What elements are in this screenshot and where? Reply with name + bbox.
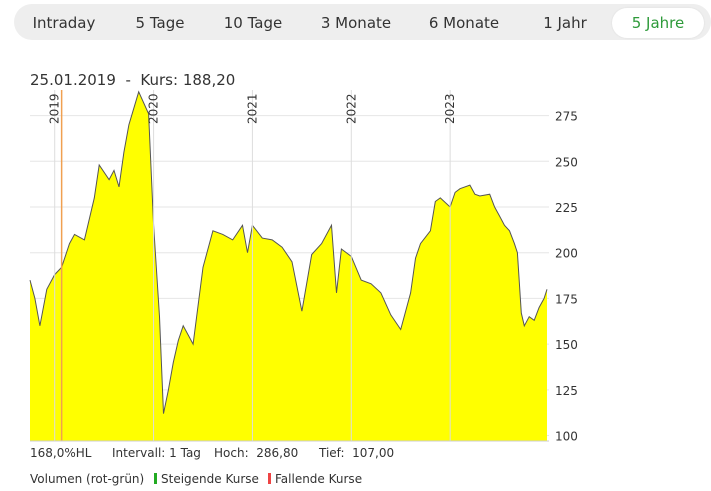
- tab-10-tage[interactable]: 10 Tage: [223, 14, 283, 32]
- x-tick-label: 2019: [48, 93, 62, 124]
- price-area: [30, 91, 547, 442]
- info-separator: -: [125, 71, 131, 89]
- legend-rising: Steigende Kurse: [154, 472, 259, 486]
- stat-hl: 168,0%HL: [30, 446, 92, 460]
- rising-color-swatch: [154, 473, 157, 484]
- price-line: [29, 90, 548, 414]
- info-price-label: Kurs:: [140, 71, 179, 89]
- tab-6-monate[interactable]: 6 Monate: [428, 14, 500, 32]
- y-tick-label: 100: [555, 430, 578, 444]
- x-tick-label: 2020: [147, 93, 161, 124]
- stat-low: Tief: 107,00: [319, 446, 395, 460]
- stat-high: Hoch: 286,80: [214, 446, 299, 460]
- tab-intraday[interactable]: Intraday: [32, 14, 96, 32]
- y-tick-label: 175: [555, 292, 578, 306]
- y-tick-label: 125: [555, 384, 578, 398]
- x-tick-label: 2023: [443, 93, 457, 124]
- x-tick-label: 2021: [245, 93, 259, 124]
- timeframe-tabs: Intraday 5 Tage 10 Tage 3 Monate 6 Monat…: [14, 4, 711, 40]
- price-info: 25.01.2019 - Kurs: 188,20: [30, 71, 235, 89]
- y-tick-label: 200: [555, 247, 578, 261]
- falling-color-swatch: [268, 473, 271, 484]
- legend-falling-label: Fallende Kurse: [275, 472, 363, 486]
- stat-interval: Intervall: 1 Tag: [112, 446, 201, 460]
- x-tick-label: 2022: [344, 93, 358, 124]
- tab-5-jahre[interactable]: 5 Jahre: [612, 8, 704, 38]
- info-price: 188,20: [182, 71, 236, 89]
- y-tick-label: 250: [555, 155, 578, 169]
- price-chart[interactable]: 100 125 150 175 200 225 250 275 2019 2020 2021 2022…: [0, 88, 711, 448]
- legend-falling: Fallende Kurse: [268, 472, 362, 486]
- legend-rising-label: Steigende Kurse: [161, 472, 259, 486]
- y-tick-label: 275: [555, 110, 578, 124]
- y-tick-label: 150: [555, 338, 578, 352]
- tab-3-monate[interactable]: 3 Monate: [320, 14, 392, 32]
- tab-1-jahr[interactable]: 1 Jahr: [543, 14, 587, 32]
- y-tick-label: 225: [555, 201, 578, 215]
- info-date: 25.01.2019: [30, 71, 116, 89]
- legend-volume: Volumen (rot-grün): [30, 472, 145, 486]
- tab-5-tage[interactable]: 5 Tage: [135, 14, 185, 32]
